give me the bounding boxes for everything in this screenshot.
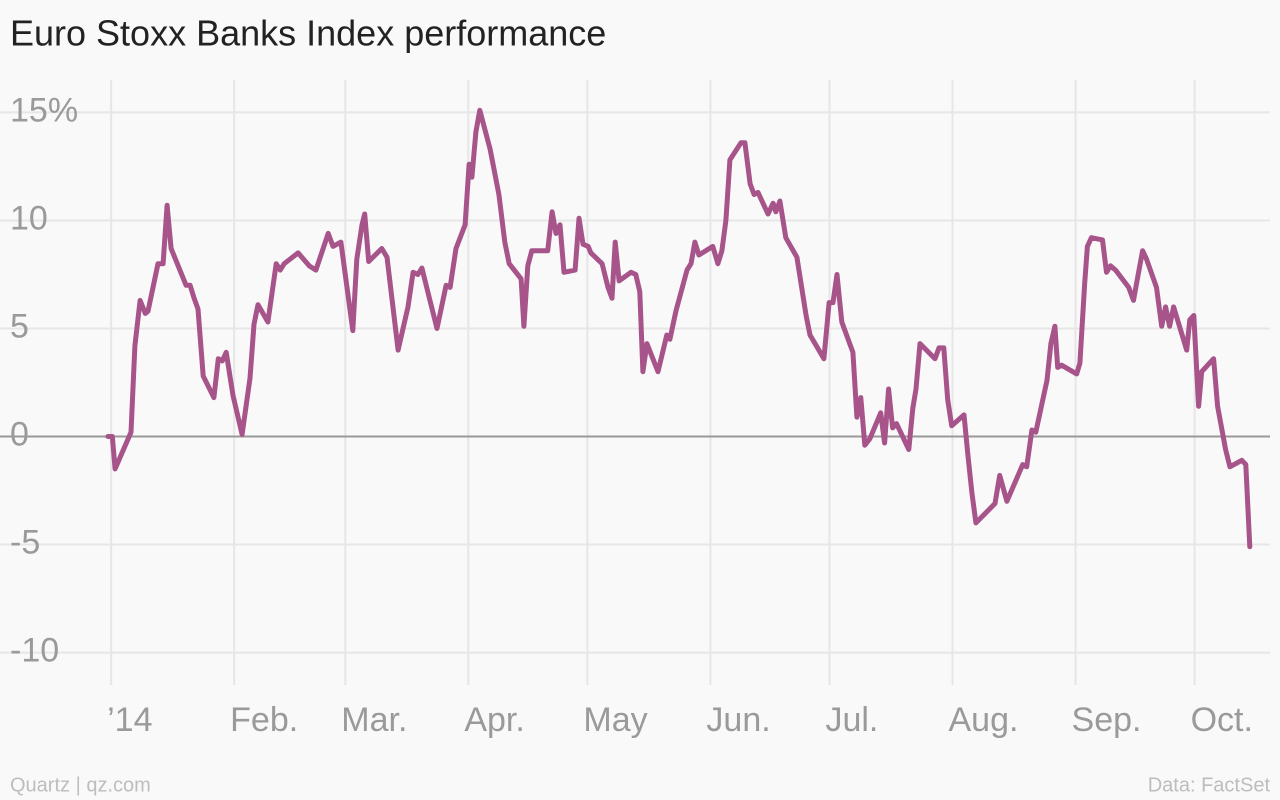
y-tick-label: 15% bbox=[10, 91, 78, 129]
series-line bbox=[105, 107, 1253, 550]
chart-title: Euro Stoxx Banks Index performance bbox=[10, 13, 606, 54]
source: Data: FactSet bbox=[1148, 774, 1271, 796]
y-tick-label: 5 bbox=[10, 307, 29, 345]
y-tick-label: -5 bbox=[10, 524, 40, 562]
x-tick-label: Feb. bbox=[230, 701, 298, 739]
x-tick-label: Mar. bbox=[341, 701, 407, 739]
credit: Quartz | qz.com bbox=[10, 774, 151, 796]
x-tick-label: Oct. bbox=[1191, 701, 1253, 739]
y-tick-label: 10 bbox=[10, 199, 48, 237]
x-tick-label: Jun. bbox=[706, 701, 770, 739]
x-tick-label: Sep. bbox=[1072, 701, 1142, 739]
x-tick-label: Aug. bbox=[949, 701, 1019, 739]
x-tick-label: May bbox=[583, 701, 647, 739]
x-tick-label: Apr. bbox=[464, 701, 524, 739]
x-tick-label: Jul. bbox=[825, 701, 878, 739]
y-tick-label: -10 bbox=[10, 632, 59, 670]
y-tick-label: 0 bbox=[10, 416, 29, 454]
x-tick-label: ’14 bbox=[107, 701, 152, 739]
